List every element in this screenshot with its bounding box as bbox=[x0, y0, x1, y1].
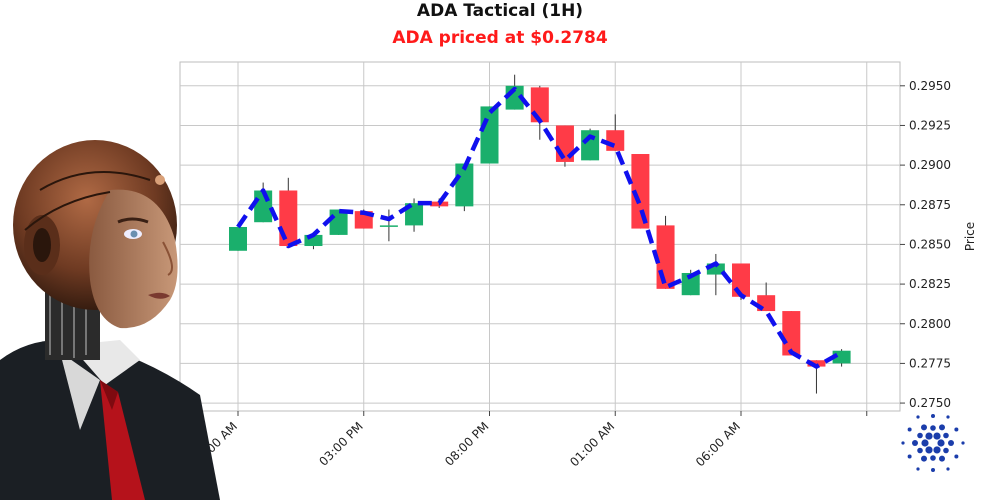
candle-up bbox=[455, 163, 474, 207]
chart-title: ADA Tactical (1H) bbox=[416, 1, 584, 21]
candle-down bbox=[631, 154, 650, 229]
y-tick-label: 0.2925 bbox=[909, 118, 951, 132]
candle-up bbox=[379, 225, 398, 227]
y-tick-label: 0.2750 bbox=[909, 396, 951, 410]
cardano-logo-icon bbox=[901, 414, 965, 472]
candle-down bbox=[279, 190, 298, 247]
y-axis-label: Price bbox=[963, 222, 977, 251]
x-tick-label: 03:00 PM bbox=[316, 419, 365, 468]
candle-up bbox=[681, 272, 700, 296]
x-tick-label: 08:00 PM bbox=[442, 419, 491, 468]
candle-up bbox=[405, 203, 424, 226]
x-axis-ticks: 10:00 AM 03:00 PM 08:00 PM 01:00 AM 06:00 AM bbox=[190, 411, 868, 469]
y-tick-label: 0.2950 bbox=[909, 79, 951, 93]
candle-up bbox=[229, 226, 247, 251]
candle-up bbox=[832, 350, 851, 364]
trend-line bbox=[236, 86, 843, 369]
candle-down bbox=[656, 225, 675, 289]
candle-up bbox=[480, 106, 499, 164]
candle-down bbox=[807, 360, 826, 367]
y-tick-label: 0.2875 bbox=[909, 198, 951, 212]
y-tick-label: 0.2825 bbox=[909, 277, 951, 291]
grid bbox=[180, 62, 900, 411]
robot-portrait-icon bbox=[0, 140, 220, 500]
chart-subtitle: ADA priced at $0.2784 bbox=[392, 28, 608, 48]
y-tick-label: 0.2900 bbox=[909, 158, 951, 172]
candle-down bbox=[530, 87, 549, 123]
x-tick-label: 01:00 AM bbox=[567, 419, 617, 469]
candle-down bbox=[606, 130, 625, 151]
candle-up bbox=[304, 234, 323, 247]
y-tick-label: 0.2775 bbox=[909, 356, 951, 370]
y-tick-label: 0.2850 bbox=[909, 237, 951, 251]
y-axis-ticks: 0.2750 0.2775 0.2800 0.2825 0.2850 0.2875 0.29… bbox=[900, 79, 951, 410]
y-tick-label: 0.2800 bbox=[909, 317, 951, 331]
x-tick-label: 06:00 AM bbox=[693, 419, 743, 469]
candle-down bbox=[782, 311, 801, 356]
candle-up bbox=[706, 263, 725, 275]
